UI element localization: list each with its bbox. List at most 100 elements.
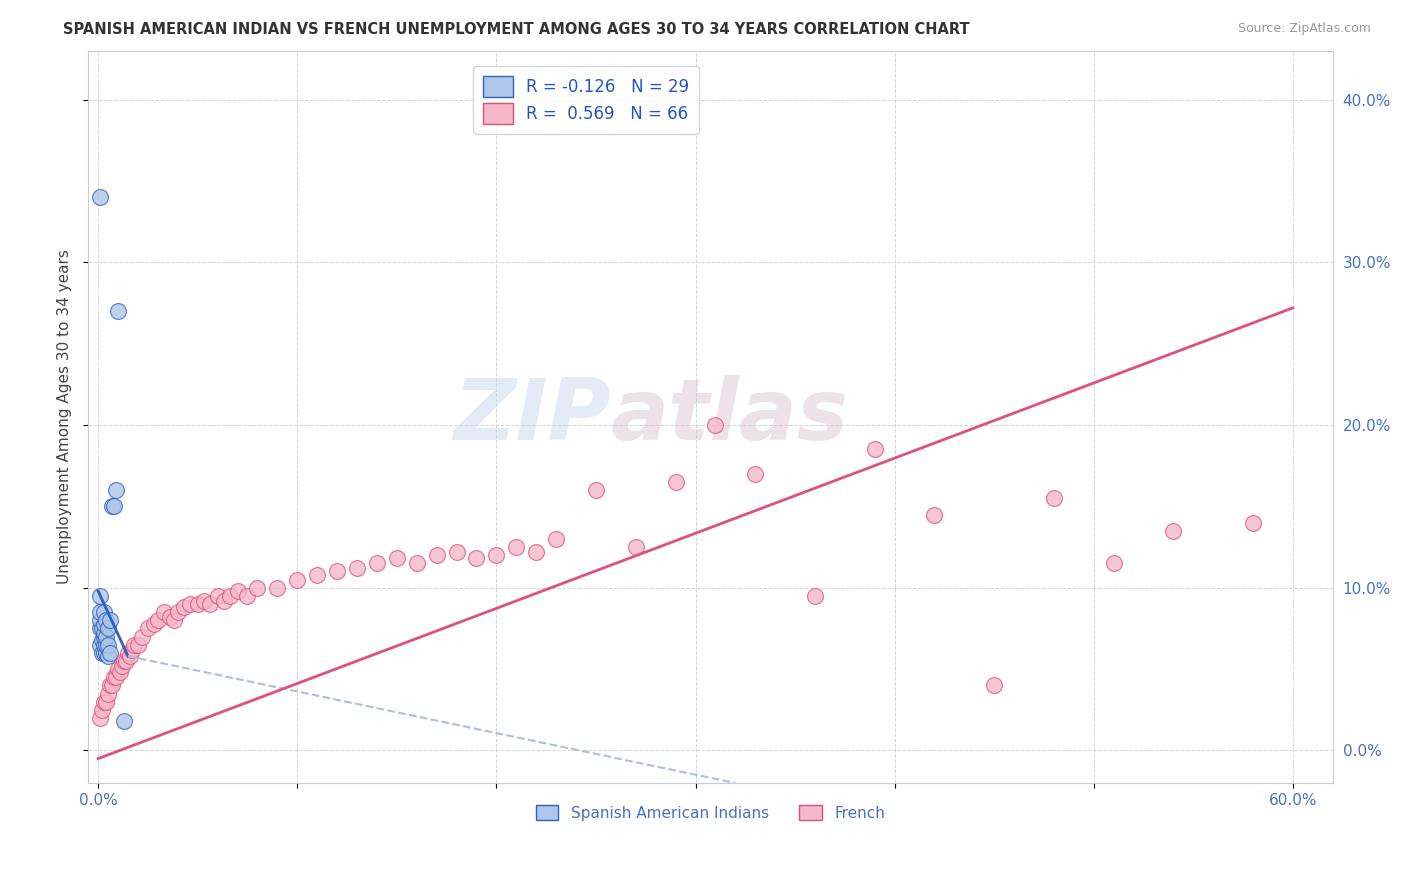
Point [107, 304, 129, 318]
Point [326, 565, 349, 579]
Point [307, 567, 329, 582]
Text: SPANISH AMERICAN INDIAN VS FRENCH UNEMPLOYMENT AMONG AGES 30 TO 34 YEARS CORRELA: SPANISH AMERICAN INDIAN VS FRENCH UNEMPL… [63, 22, 970, 37]
Point [112, 654, 135, 668]
Point [136, 622, 159, 636]
Point [89, 613, 111, 627]
Point [804, 589, 827, 603]
Point [246, 581, 269, 595]
Y-axis label: Unemployment Among Ages 30 to 34 years: Unemployment Among Ages 30 to 34 years [58, 250, 72, 584]
Point [94, 613, 117, 627]
Point [505, 540, 527, 554]
Point [212, 594, 235, 608]
Point [744, 467, 766, 481]
Point [704, 417, 727, 432]
Point [346, 561, 368, 575]
Point [94, 630, 117, 644]
Point [93, 695, 115, 709]
Point [97, 622, 120, 636]
Point [98, 646, 121, 660]
Point [426, 548, 449, 562]
Point [524, 545, 547, 559]
Point [108, 665, 131, 680]
Point [103, 670, 125, 684]
Point [142, 616, 165, 631]
Point [546, 532, 568, 546]
Point [983, 678, 1005, 692]
Point [97, 638, 120, 652]
Point [218, 589, 240, 603]
Point [93, 630, 115, 644]
Point [179, 597, 201, 611]
Point [94, 638, 117, 652]
Point [93, 646, 115, 660]
Point [1163, 524, 1185, 538]
Point [924, 508, 946, 522]
Point [103, 500, 125, 514]
Point [93, 626, 115, 640]
Point [1102, 557, 1125, 571]
Point [236, 589, 259, 603]
Point [93, 616, 115, 631]
Point [863, 442, 886, 457]
Point [89, 605, 111, 619]
Point [163, 613, 186, 627]
Point [94, 646, 117, 660]
Point [1241, 516, 1264, 530]
Point [465, 551, 488, 566]
Point [97, 686, 120, 700]
Point [226, 584, 249, 599]
Point [98, 613, 121, 627]
Point [118, 649, 141, 664]
Point [665, 475, 688, 489]
Point [91, 646, 114, 660]
Point [101, 500, 124, 514]
Point [446, 545, 468, 559]
Point [198, 597, 221, 611]
Text: ZIP: ZIP [453, 376, 610, 458]
Point [97, 649, 120, 664]
Point [115, 654, 138, 668]
Point [105, 670, 128, 684]
Point [89, 638, 111, 652]
Point [366, 557, 388, 571]
Legend: Spanish American Indians, French: Spanish American Indians, French [530, 798, 891, 827]
Point [127, 638, 149, 652]
Point [107, 662, 129, 676]
Point [385, 551, 408, 566]
Point [93, 638, 115, 652]
Point [91, 632, 114, 647]
Point [624, 540, 647, 554]
Point [485, 548, 508, 562]
Point [187, 597, 209, 611]
Point [121, 642, 143, 657]
Point [91, 622, 114, 636]
Point [1043, 491, 1066, 506]
Point [266, 581, 288, 595]
Point [112, 714, 135, 729]
Point [89, 622, 111, 636]
Point [91, 703, 114, 717]
Point [98, 678, 121, 692]
Point [153, 605, 176, 619]
Point [146, 613, 169, 627]
Point [89, 190, 111, 204]
Point [111, 658, 134, 673]
Point [193, 594, 215, 608]
Point [166, 605, 188, 619]
Point [122, 638, 145, 652]
Point [94, 695, 117, 709]
Text: Source: ZipAtlas.com: Source: ZipAtlas.com [1237, 22, 1371, 36]
Point [285, 573, 308, 587]
Point [159, 610, 181, 624]
Point [207, 589, 229, 603]
Point [89, 711, 111, 725]
Point [405, 557, 427, 571]
Point [89, 589, 111, 603]
Point [105, 483, 128, 497]
Point [585, 483, 607, 497]
Point [101, 678, 124, 692]
Point [117, 646, 139, 660]
Text: atlas: atlas [610, 376, 849, 458]
Point [173, 600, 195, 615]
Point [131, 630, 153, 644]
